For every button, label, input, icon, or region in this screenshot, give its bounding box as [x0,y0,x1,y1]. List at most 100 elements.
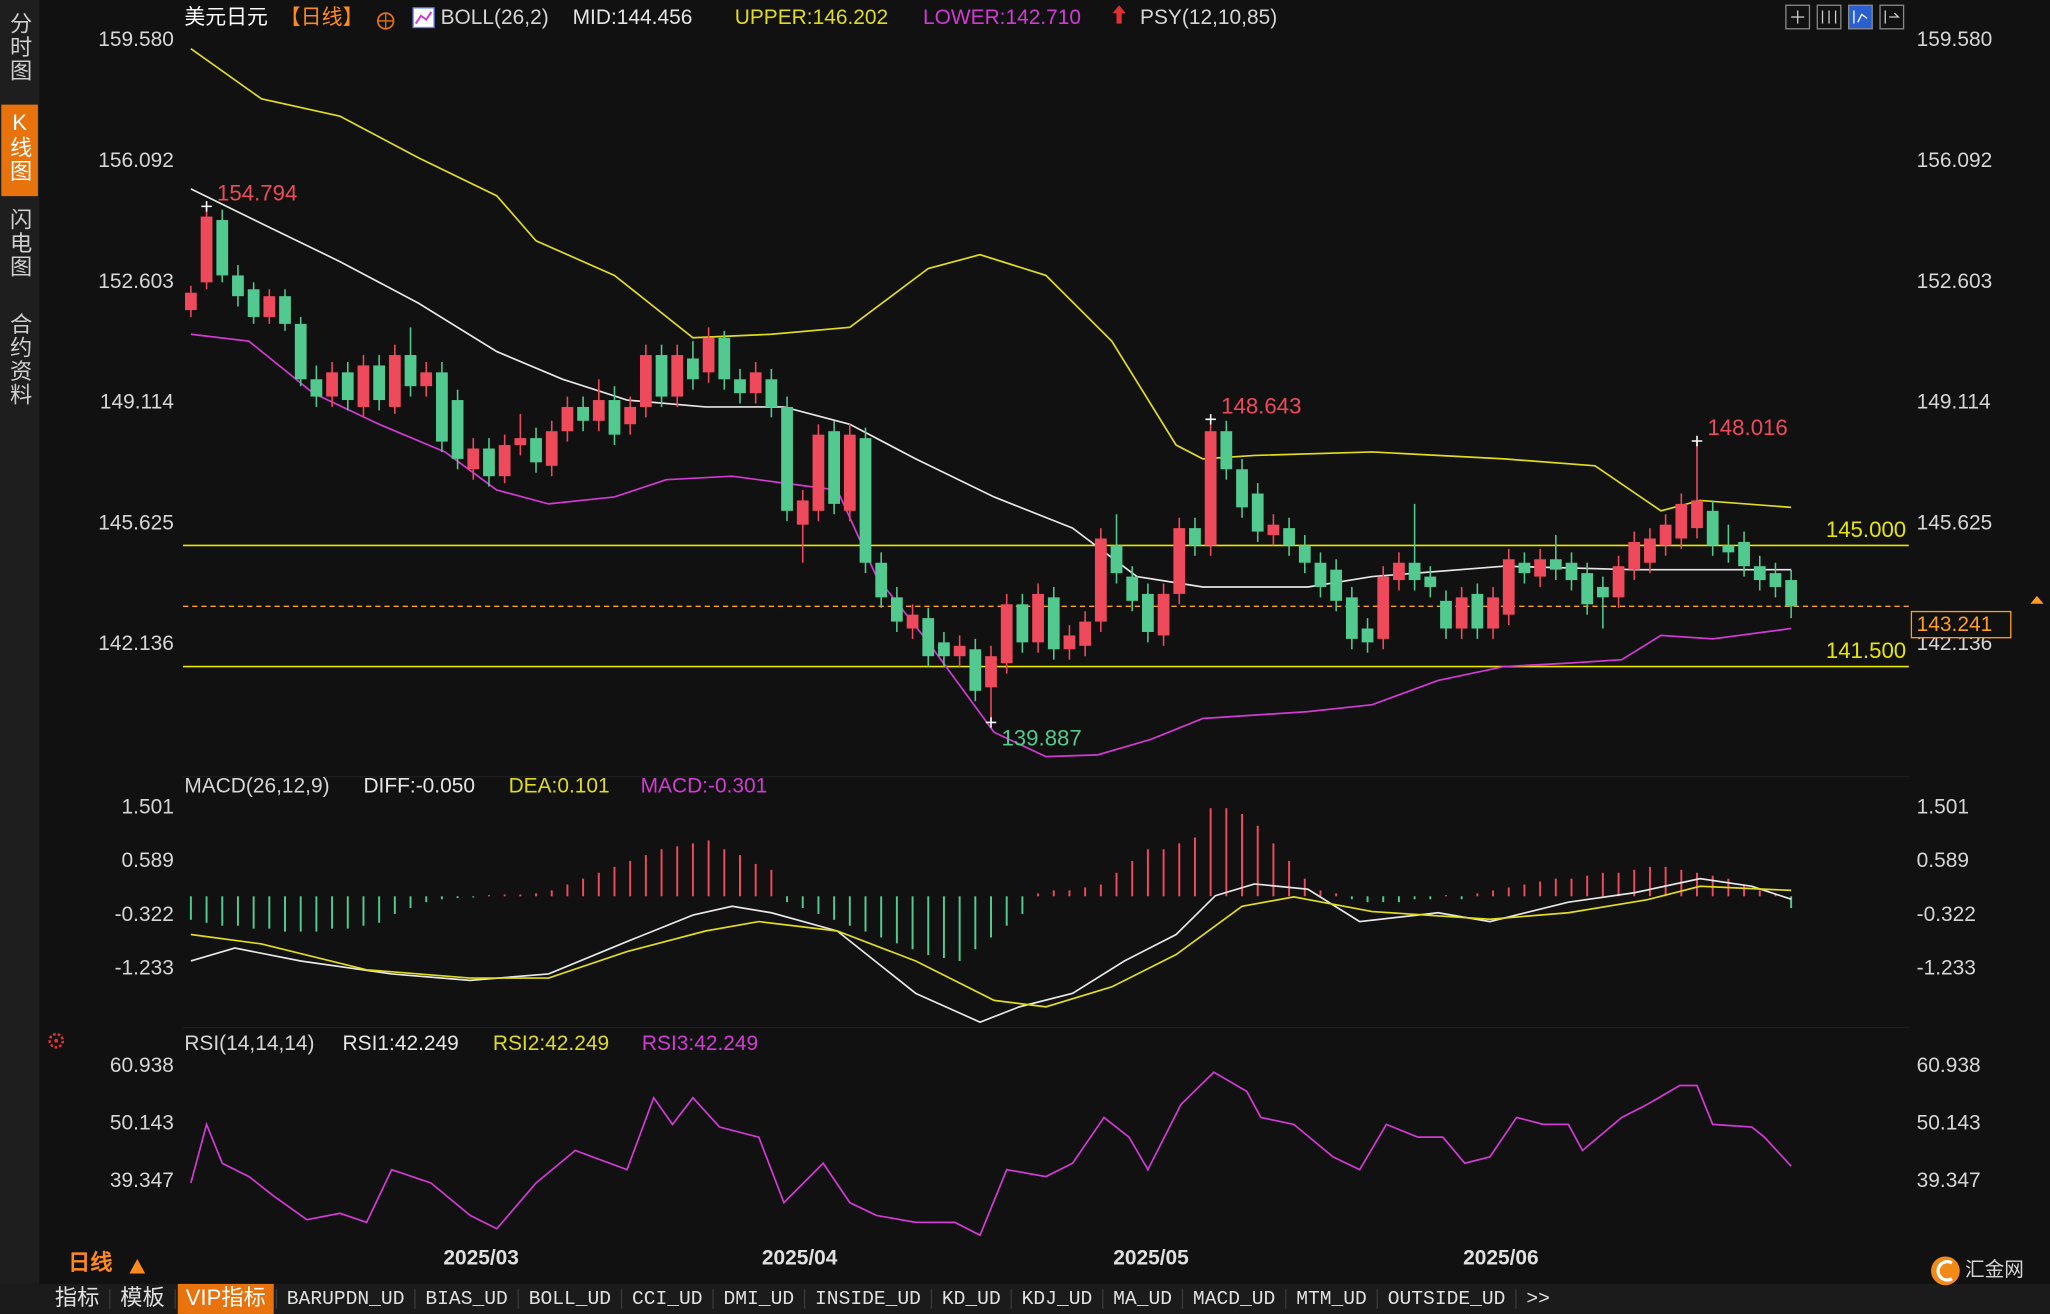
candle-body [875,562,888,598]
y-tick-label-right: 156.092 [1917,149,1993,172]
period-button[interactable]: 日线 [68,1249,112,1275]
candle-body [1110,545,1123,574]
y-tick-label-right: 60.938 [1917,1054,1981,1077]
candle-body [1361,628,1374,643]
bottom-tab-label[interactable]: MACD_UD [1193,1288,1275,1310]
extreme-label: 154.794 [217,181,297,206]
bottom-tab[interactable]: 模板 [109,1284,173,1314]
bottom-tab-label[interactable]: VIP指标 [186,1285,266,1310]
candle-body [514,438,527,446]
candle-body [1063,635,1076,650]
bottom-bar [0,1283,2050,1314]
bottom-tab[interactable]: BOLL_UD [517,1284,619,1314]
candle-body [216,220,229,276]
bottom-tab-label[interactable]: KD_UD [942,1288,1001,1310]
bottom-tab-label[interactable]: >> [1526,1288,1550,1310]
candle-body [985,656,997,688]
candle-body [1738,541,1750,567]
legend-entry: MID:144.456 [573,6,693,29]
bottom-tab[interactable]: >> [1515,1284,1558,1314]
legend-entry: LOWER:142.710 [923,6,1081,29]
sidebar-tab[interactable]: 合约资料 [7,312,32,407]
bottom-tab[interactable]: BIAS_UD [414,1284,516,1314]
indicator-name: PSY(12,10,85) [1140,6,1277,29]
candle-body [1094,538,1107,622]
candle-body [404,355,417,387]
y-tick-label: 149.114 [100,391,174,414]
bottom-tab[interactable]: INSIDE_UD [803,1284,929,1314]
sidebar-tab[interactable]: 闪电图 [7,207,32,278]
bottom-tab-label[interactable]: BIAS_UD [425,1288,507,1310]
candle-body [530,438,542,463]
candle-body [1330,569,1343,601]
candle-body [1267,524,1280,536]
candle-body [1189,528,1201,546]
extreme-label: 148.016 [1707,415,1787,440]
candle-body [1032,593,1044,643]
bottom-tab[interactable]: CCI_UD [620,1284,711,1314]
candle-body [1722,545,1735,553]
candle-body [1204,431,1217,546]
bottom-tab[interactable]: OUTSIDE_UD [1376,1284,1513,1314]
bottom-tab-label[interactable]: KDJ_UD [1022,1288,1093,1310]
bottom-tab[interactable]: KDJ_UD [1010,1284,1100,1314]
candle-body [561,406,574,432]
candle-body [184,292,197,311]
bottom-tab-label[interactable]: 指标 [55,1285,99,1310]
indicator-line [190,47,1792,512]
candle-body [765,379,778,407]
settings-icon[interactable] [48,1032,65,1049]
sidebar-tab[interactable]: K线图 [7,110,32,183]
bottom-tab[interactable]: 指标 [47,1284,107,1314]
bottom-tab[interactable]: MA_UD [1102,1284,1180,1314]
x-tick-label: 2025/06 [1463,1247,1539,1270]
candle-body [938,642,950,657]
candle-body [1345,597,1358,639]
bottom-tab-label[interactable]: MTM_UD [1296,1288,1367,1310]
x-tick-label: 2025/05 [1113,1247,1189,1270]
bottom-tab[interactable]: VIP指标 [174,1283,274,1314]
bottom-tab[interactable]: BARUPDN_UD [275,1284,412,1314]
bottom-tab-label[interactable]: CCI_UD [632,1288,703,1310]
last-price-marker [2030,595,2044,604]
last-price-label: 143.241 [1917,613,1993,636]
bottom-tab-label[interactable]: DMI_UD [724,1288,795,1310]
bottom-tab[interactable]: MTM_UD [1285,1284,1375,1314]
y-tick-label: 156.092 [98,149,174,172]
candle-body [796,500,809,525]
candle-body [624,406,637,425]
candle-body [545,431,558,466]
bottom-tab-label[interactable]: OUTSIDE_UD [1388,1288,1506,1310]
level-label: 141.500 [1826,638,1906,663]
candle-body [1612,566,1625,598]
y-tick-label-right: -1.233 [1917,956,1976,979]
bottom-tab[interactable]: MACD_UD [1181,1284,1283,1314]
bottom-tab-label[interactable]: BARUPDN_UD [287,1288,405,1310]
candle-body [1377,576,1390,639]
bottom-tab[interactable]: DMI_UD [712,1284,802,1314]
bottom-tab-label[interactable]: BOLL_UD [529,1288,611,1310]
sidebar-tab[interactable]: 分时图 [7,11,32,82]
indicator-title: RSI(14,14,14) [184,1032,314,1055]
bottom-tab-label[interactable]: MA_UD [1113,1288,1172,1310]
toolbar-icons[interactable] [1785,4,1905,30]
bottom-tab-label[interactable]: INSIDE_UD [815,1288,921,1310]
extreme-marker [985,717,997,728]
candle-body [1016,604,1029,643]
bottom-tab[interactable]: KD_UD [930,1284,1008,1314]
bottom-tab-label[interactable]: 模板 [120,1285,164,1310]
extreme-marker [1205,414,1216,425]
add-icon[interactable] [376,12,395,30]
period-toggle-icon[interactable] [129,1259,146,1274]
candle-body [671,355,684,397]
y-tick-label-right: 159.580 [1917,28,1993,51]
candle-body [781,406,793,511]
indicator-line [190,877,1792,1024]
candle-body [1675,503,1688,539]
candle-body [639,355,652,407]
y-tick-label: 39.347 [110,1169,174,1192]
candle-body [1565,562,1578,581]
candle-body [1706,510,1719,546]
y-tick-label: -1.233 [115,956,174,979]
y-tick-label: 60.938 [110,1054,174,1077]
